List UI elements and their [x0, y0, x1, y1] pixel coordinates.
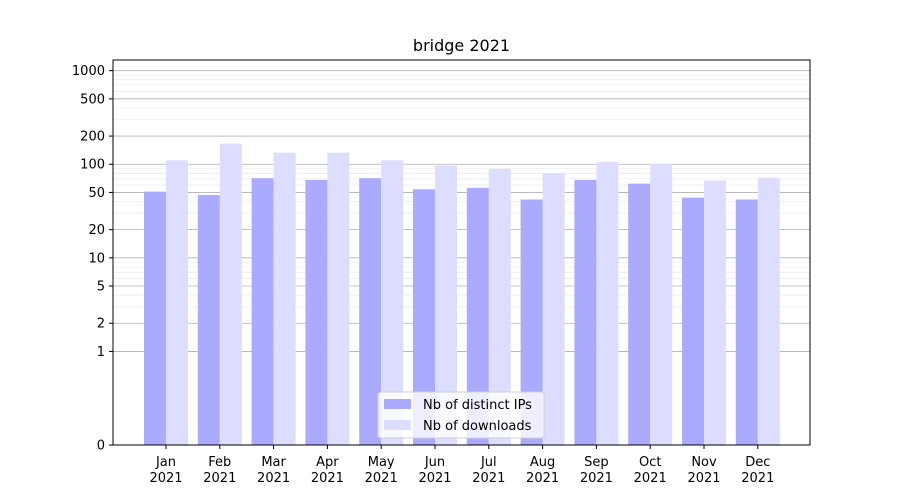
- bar: [144, 191, 166, 445]
- x-tick-label-year: 2021: [580, 471, 613, 486]
- bar: [166, 160, 188, 445]
- bar: [435, 165, 457, 446]
- bar: [650, 163, 673, 445]
- x-tick-label-month: Jan: [155, 455, 176, 470]
- bar: [327, 152, 350, 445]
- bar: [596, 161, 619, 445]
- y-tick-label: 0: [97, 439, 105, 454]
- bars: [144, 143, 780, 446]
- x-tick-label-month: May: [368, 455, 395, 470]
- x-tick-label-month: Nov: [691, 455, 717, 470]
- x-tick-label-month: Aug: [530, 455, 555, 470]
- bar: [273, 152, 296, 445]
- bar: [219, 143, 242, 445]
- x-tick-label-month: Jun: [424, 455, 445, 470]
- legend-box: [377, 391, 545, 439]
- x-tick-label-year: 2021: [472, 471, 505, 486]
- y-tick-label: 5: [97, 280, 105, 295]
- x-tick-label-month: Dec: [745, 455, 770, 470]
- bar: [704, 180, 726, 446]
- bar: [305, 179, 328, 445]
- bar: [413, 189, 435, 445]
- x-tick-label-month: Apr: [316, 455, 339, 470]
- x-tick-label-year: 2021: [149, 471, 182, 486]
- x-tick-label-month: Oct: [639, 455, 661, 470]
- bar: [251, 178, 274, 445]
- x-tick-label-month: Mar: [261, 455, 286, 470]
- bar: [542, 173, 565, 445]
- x-tick-label-month: Feb: [208, 455, 231, 470]
- x-tick-label-month: Sep: [584, 455, 609, 470]
- x-tick-label-month: Jul: [480, 455, 497, 470]
- x-tick-label-year: 2021: [687, 471, 720, 486]
- bar: [520, 199, 543, 445]
- x-tick-label-year: 2021: [365, 471, 398, 486]
- x-tick-label-year: 2021: [203, 471, 236, 486]
- y-tick-label: 2: [97, 317, 105, 332]
- y-tick-label: 100: [80, 158, 105, 173]
- legend-label: Nb of distinct IPs: [423, 398, 532, 413]
- bar: [757, 177, 780, 446]
- bar: [735, 199, 758, 445]
- legend-label: Nb of downloads: [423, 419, 532, 434]
- x-tick-label-year: 2021: [311, 471, 344, 486]
- y-tick-label: 50: [88, 186, 105, 201]
- x-tick-label-year: 2021: [634, 471, 667, 486]
- x-tick-label-year: 2021: [741, 471, 774, 486]
- y-tick-label: 500: [80, 92, 105, 107]
- y-tick-label: 1: [97, 345, 105, 360]
- bar: [359, 178, 382, 445]
- chart-title: bridge 2021: [413, 36, 510, 55]
- legend-swatch: [384, 399, 411, 409]
- bar: [682, 197, 704, 445]
- x-tick-label-year: 2021: [418, 471, 451, 486]
- y-tick-label: 1000: [72, 64, 105, 79]
- bar: [381, 160, 404, 445]
- y-tick-label: 10: [88, 251, 105, 266]
- bar: [574, 179, 597, 445]
- legend: Nb of distinct IPs Nb of downloads: [377, 391, 545, 439]
- x-axis: Jan2021Feb2021Mar2021Apr2021May2021Jun20…: [149, 445, 774, 486]
- x-tick-label-year: 2021: [526, 471, 559, 486]
- bar: [466, 187, 489, 445]
- y-axis: 0 1 2 5 10 20 50 100 200 500 1000: [72, 64, 113, 454]
- y-tick-label: 20: [88, 223, 105, 238]
- bar: [197, 194, 220, 445]
- y-tick-label: 200: [80, 130, 105, 145]
- legend-swatch: [384, 420, 411, 430]
- bar: [488, 168, 511, 445]
- plot-frame: [112, 59, 811, 446]
- bar: [628, 183, 651, 445]
- x-tick-label-year: 2021: [257, 471, 290, 486]
